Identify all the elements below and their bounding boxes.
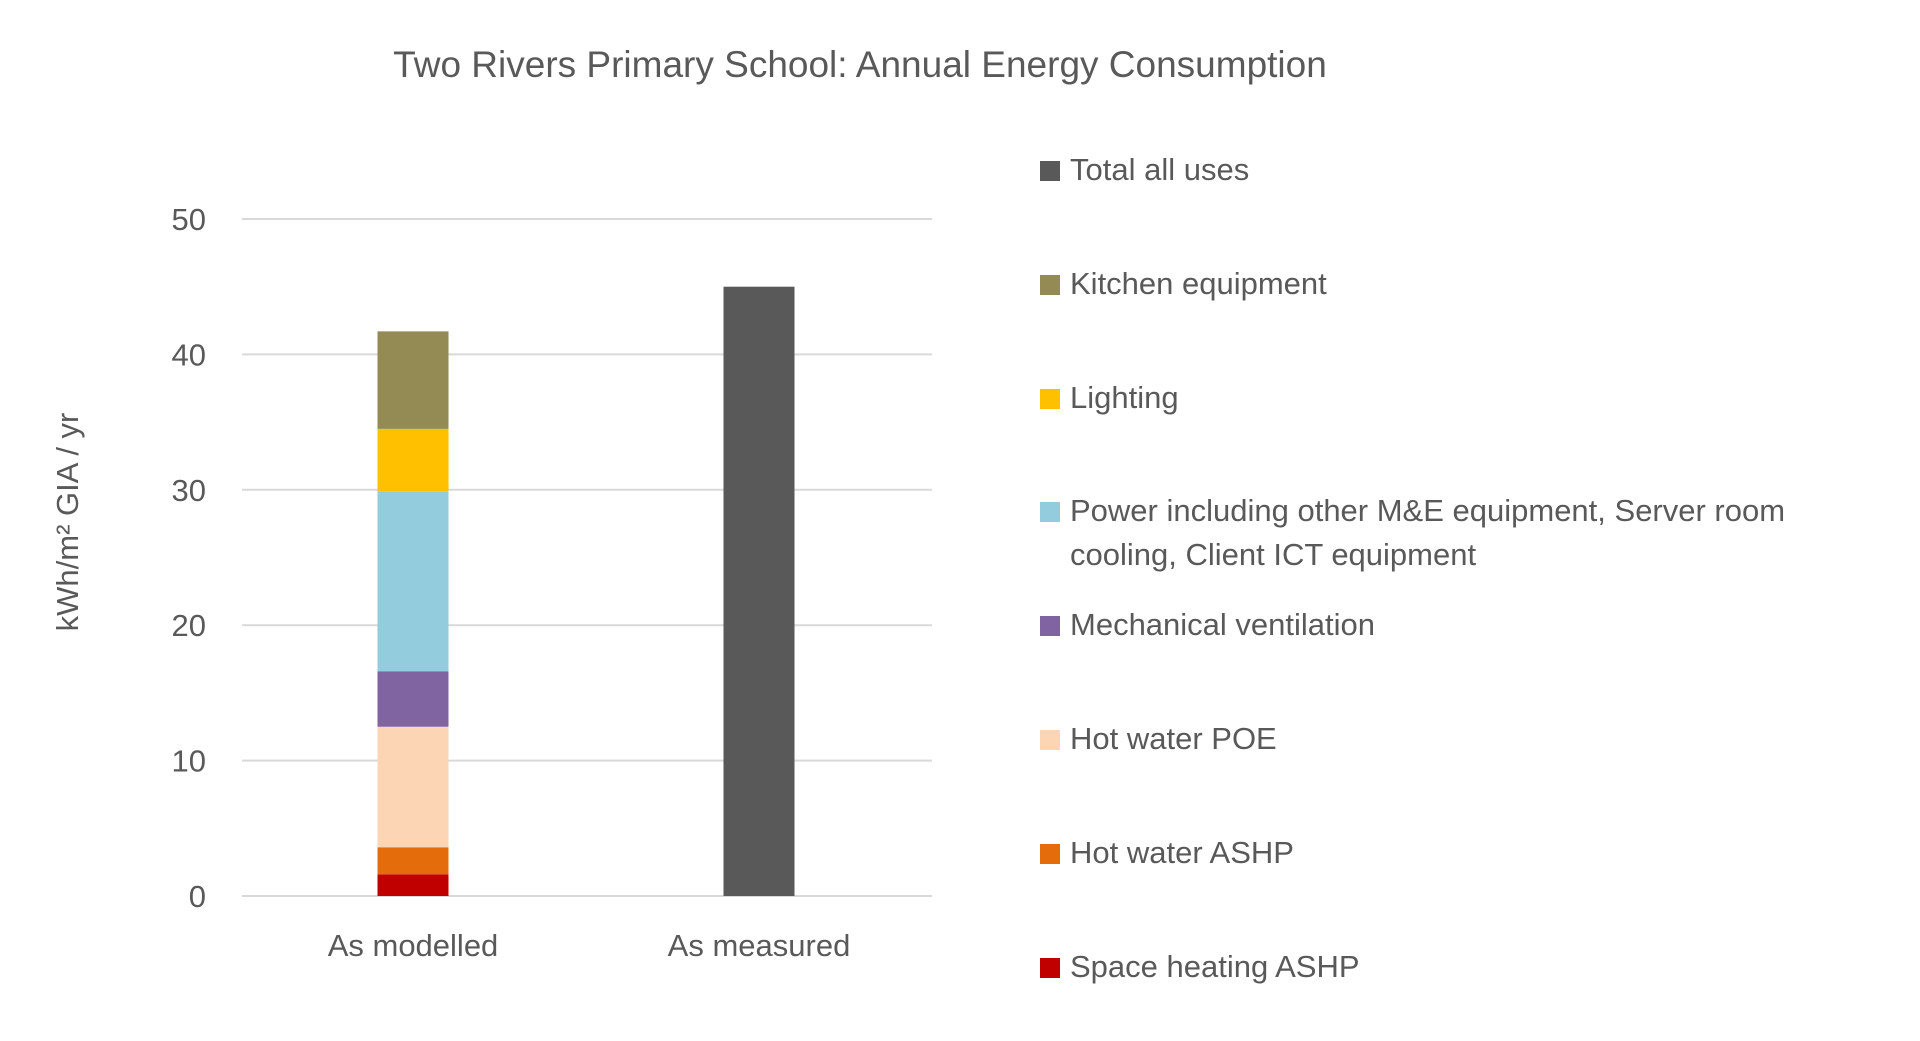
x-category-label: As measured	[668, 928, 851, 963]
legend-label: Mechanical ventilation	[1070, 607, 1376, 642]
legend-label: Power including other M&E equipment, Ser…	[1070, 493, 1786, 572]
legend-label: Kitchen equipment	[1070, 266, 1327, 301]
y-axis-label: kWh/m² GIA / yr	[50, 413, 85, 632]
legend-swatch	[1040, 161, 1060, 181]
chart-title: Two Rivers Primary School: Annual Energy…	[393, 44, 1327, 85]
y-tick-label: 10	[172, 744, 206, 779]
y-tick-label: 20	[172, 608, 206, 643]
legend-label: Hot water POE	[1070, 721, 1277, 756]
legend-label: Space heating ASHP	[1070, 949, 1360, 984]
y-tick-label: 0	[189, 879, 206, 914]
legend-swatch	[1040, 389, 1060, 409]
bar-segment	[377, 331, 449, 429]
x-category-label: As modelled	[328, 928, 499, 963]
y-tick-label: 50	[172, 202, 206, 237]
bar-segment	[377, 671, 449, 727]
bar-segment	[377, 491, 449, 672]
bar-segment	[377, 847, 449, 875]
legend-label: Hot water ASHP	[1070, 835, 1294, 870]
bar-segment	[377, 726, 449, 848]
y-tick-label: 40	[172, 337, 206, 372]
legend-label: Total all uses	[1070, 152, 1250, 187]
legend-swatch	[1040, 958, 1060, 978]
bar-segment	[377, 428, 449, 492]
legend-swatch	[1040, 616, 1060, 636]
legend-label: Lighting	[1070, 380, 1179, 415]
y-tick-label: 30	[172, 473, 206, 508]
bar-segment	[377, 874, 449, 896]
legend-swatch	[1040, 275, 1060, 295]
legend-swatch	[1040, 844, 1060, 864]
legend-swatch	[1040, 502, 1060, 522]
legend-swatch	[1040, 730, 1060, 750]
bar-segment	[723, 286, 795, 896]
